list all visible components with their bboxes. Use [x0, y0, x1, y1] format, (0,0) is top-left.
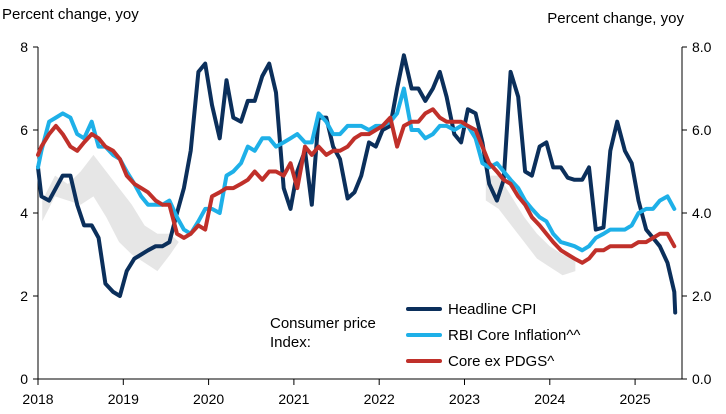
legend-item-headline-cpi: Headline CPI — [406, 296, 580, 322]
right-axis-label: Percent change, yoy — [547, 10, 684, 27]
y-tick-left-label: 2 — [20, 288, 28, 304]
legend-swatch-rbi-core — [406, 333, 442, 337]
axes: 0 0.0 2 2.0 4 4.0 6 6.0 8 8.0 2018 2019 2020 2021 2022… — [20, 39, 711, 407]
y-tick-left-label: 0 — [20, 371, 28, 387]
x-tick-label: 2024 — [534, 391, 565, 407]
y-tick-right-label: 2.0 — [692, 288, 712, 304]
x-tick-label: 2020 — [193, 391, 224, 407]
legend-label-headline-cpi: Headline CPI — [448, 300, 537, 318]
y-tick-right-label: 4.0 — [692, 205, 712, 221]
left-axis-label: Percent change, yoy — [2, 6, 139, 23]
y-tick-left-label: 8 — [20, 39, 28, 55]
legend-label-core-ex-pdgs: Core ex PDGS^ — [448, 352, 555, 370]
legend-item-core-ex-pdgs: Core ex PDGS^ — [406, 348, 580, 374]
y-tick-right-label: 0.0 — [692, 371, 712, 387]
x-tick-label: 2021 — [278, 391, 309, 407]
x-tick-label: 2018 — [22, 391, 53, 407]
legend-item-rbi-core: RBI Core Inflation^^ — [406, 322, 580, 348]
shaded-band-1 — [485, 175, 576, 276]
shaded-band-layer — [42, 154, 576, 276]
x-tick-label: 2023 — [449, 391, 480, 407]
series-line-2 — [36, 107, 677, 265]
y-tick-left-label: 4 — [20, 205, 28, 221]
series-layer — [36, 53, 678, 315]
x-tick-label: 2022 — [364, 391, 395, 407]
x-tick-label: 2019 — [108, 391, 139, 407]
legend-swatch-headline-cpi — [406, 307, 442, 311]
y-tick-right-label: 6.0 — [692, 122, 712, 138]
y-tick-left-label: 6 — [20, 122, 28, 138]
shaded-band-0 — [42, 154, 179, 272]
x-tick-label: 2025 — [620, 391, 651, 407]
legend-label-rbi-core: RBI Core Inflation^^ — [448, 326, 581, 344]
y-tick-right-label: 8.0 — [692, 39, 712, 55]
legend-title-text: Consumer price Index: — [270, 315, 376, 351]
series-line-1 — [36, 86, 677, 253]
legend-title: Consumer price Index: — [270, 314, 380, 352]
legend-swatch-core-ex-pdgs — [406, 359, 442, 363]
legend: Headline CPI RBI Core Inflation^^ Core e… — [406, 296, 580, 374]
series-line-0 — [36, 53, 678, 315]
